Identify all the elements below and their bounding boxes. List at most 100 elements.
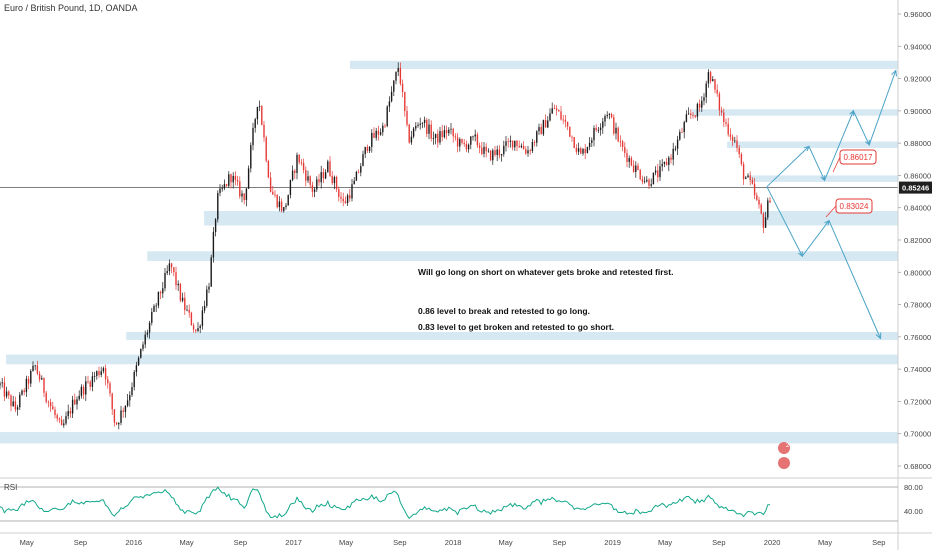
candle-body	[685, 114, 688, 123]
candle-body	[342, 198, 344, 202]
price-tick-label: 0.84000	[904, 204, 931, 213]
note-line-3: 0.83 level to get broken and retested to…	[418, 322, 615, 332]
candle-body	[159, 291, 162, 294]
zone-2[interactable]	[727, 141, 898, 148]
candle-body	[701, 100, 703, 108]
short-projection-arrow[interactable]	[766, 186, 881, 339]
candle-body	[511, 140, 514, 148]
candle-body	[265, 137, 267, 161]
long-projection-arrow[interactable]	[766, 70, 897, 188]
candle-body	[146, 332, 149, 335]
candle-body	[379, 132, 382, 135]
candle-body	[258, 106, 261, 107]
candle-body	[21, 390, 23, 395]
price-tick-label: 0.94000	[904, 42, 931, 51]
candle-body	[245, 188, 248, 200]
candle-body	[738, 147, 740, 155]
candle-body	[753, 183, 756, 196]
candle-body	[309, 176, 311, 185]
candle-body	[100, 371, 102, 375]
candle-body	[49, 402, 52, 407]
candle-body	[175, 272, 177, 286]
candle-body	[390, 91, 393, 102]
candle-body	[12, 401, 14, 407]
logo-circle-top	[778, 442, 790, 454]
candle-body	[208, 286, 210, 290]
candle-body	[1, 382, 3, 384]
candle-body	[60, 419, 63, 426]
candle-body	[597, 129, 600, 131]
candle-body	[760, 204, 762, 214]
candle-body	[674, 148, 677, 150]
candle-body	[551, 108, 553, 114]
candle-body	[54, 409, 56, 416]
time-tick-label: May	[658, 538, 672, 547]
current-price-tag	[899, 181, 932, 194]
candle-body	[173, 267, 175, 273]
candle-body	[555, 108, 558, 111]
zone-1[interactable]	[691, 109, 898, 116]
zone-6[interactable]	[126, 332, 898, 341]
candle-body	[670, 157, 672, 160]
candle-body	[69, 411, 72, 414]
candle-body	[285, 205, 287, 208]
long-projection-arrow-head-3	[849, 109, 855, 116]
candle-body	[672, 148, 674, 160]
candle-body	[78, 395, 80, 400]
projection-layer: 0.86017 0.83024	[766, 69, 897, 340]
candle-body	[443, 130, 446, 138]
zone-4[interactable]	[204, 210, 898, 226]
candle-body	[522, 145, 525, 150]
candle-body	[386, 106, 388, 127]
candle-body	[316, 179, 318, 190]
candle-body	[459, 139, 461, 147]
candle-body	[214, 219, 217, 233]
zone-5[interactable]	[147, 251, 899, 261]
candle-body	[536, 131, 538, 143]
candle-body	[626, 152, 628, 162]
candle-body	[478, 145, 481, 148]
candle-body	[489, 150, 492, 161]
candle-body	[608, 114, 611, 115]
candle-body	[355, 171, 358, 181]
candle-body	[324, 172, 327, 179]
candle-body	[712, 79, 714, 82]
candle-body	[177, 283, 179, 286]
candle-body	[668, 157, 670, 166]
candle-body	[456, 137, 459, 147]
candle-body	[533, 142, 536, 143]
badge-lower-text: 0.83024	[840, 202, 869, 211]
candle-body	[474, 134, 476, 137]
badge-upper[interactable]	[839, 149, 877, 165]
zone-8[interactable]	[0, 432, 898, 444]
candle-body	[140, 348, 142, 358]
candle-body	[43, 378, 45, 393]
candle-body	[377, 130, 380, 135]
price-tick-label: 0.72000	[904, 397, 931, 406]
candle-body	[256, 106, 259, 120]
candle-body	[461, 139, 463, 143]
short-projection-arrow-head-2	[824, 219, 830, 226]
candle-body	[518, 145, 520, 148]
candle-body	[716, 89, 718, 94]
candle-body	[142, 344, 144, 349]
candle-body	[654, 170, 657, 173]
candle-body	[93, 375, 96, 377]
time-tick-label: Sep	[74, 538, 87, 547]
badge-lower[interactable]	[835, 198, 873, 214]
zone-7[interactable]	[6, 354, 899, 365]
rsi-line	[0, 486, 771, 520]
candle-body	[610, 114, 613, 118]
candle-body	[679, 132, 681, 140]
candle-body	[588, 142, 591, 148]
candle-body	[294, 170, 296, 173]
candle-body	[254, 119, 256, 128]
candle-body	[507, 141, 509, 143]
candle-body	[529, 150, 531, 152]
candle-body	[19, 394, 21, 408]
candle-body	[714, 79, 716, 90]
zone-0[interactable]	[350, 60, 899, 69]
short-projection-arrow-head-1	[798, 251, 803, 258]
